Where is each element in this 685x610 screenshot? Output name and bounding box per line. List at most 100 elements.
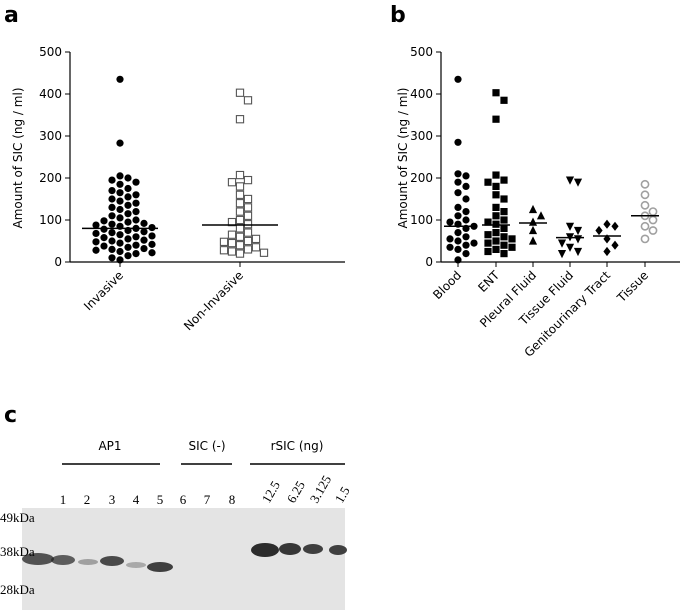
data-point xyxy=(132,233,140,241)
data-point xyxy=(500,241,508,249)
data-point xyxy=(132,216,140,224)
data-point xyxy=(454,203,462,211)
y-axis-label: Amount of SIC (ng / ml) xyxy=(396,88,410,229)
data-point xyxy=(565,222,575,231)
data-point xyxy=(116,239,124,247)
data-point xyxy=(508,235,516,243)
panel-label: c xyxy=(4,403,17,428)
y-tick-label: 100 xyxy=(39,213,62,227)
lane-label: 12.5 xyxy=(259,478,283,505)
data-point xyxy=(603,219,611,229)
data-point xyxy=(557,239,567,248)
data-point xyxy=(100,225,108,233)
data-point xyxy=(100,242,108,250)
data-point xyxy=(454,138,462,146)
lane-label: 8 xyxy=(229,492,236,507)
data-point xyxy=(492,182,500,190)
data-point xyxy=(116,256,124,264)
data-point xyxy=(484,247,492,256)
lane-label: 5 xyxy=(157,492,164,507)
data-point xyxy=(251,243,261,252)
data-point xyxy=(492,229,500,237)
data-point xyxy=(454,245,462,253)
data-point xyxy=(108,245,116,253)
data-point xyxy=(500,195,508,203)
data-point xyxy=(492,220,500,228)
blot-image xyxy=(22,508,345,610)
data-point xyxy=(108,254,116,262)
data-point xyxy=(492,191,500,199)
data-point xyxy=(454,256,462,264)
data-point xyxy=(243,220,253,229)
data-point xyxy=(124,235,132,243)
data-point xyxy=(454,75,462,83)
data-point xyxy=(500,96,508,104)
y-tick-label: 400 xyxy=(410,87,433,101)
data-point xyxy=(235,199,245,208)
data-point xyxy=(132,241,140,249)
data-point xyxy=(116,214,124,222)
mw-label: 28kDa xyxy=(0,582,35,597)
data-point xyxy=(92,221,100,229)
data-point xyxy=(243,211,253,220)
data-point xyxy=(640,234,650,244)
data-point xyxy=(484,178,492,186)
data-point xyxy=(124,252,132,260)
data-point xyxy=(640,200,650,210)
data-point xyxy=(132,178,140,186)
lane-label: 3 xyxy=(109,492,116,507)
data-point xyxy=(108,187,116,195)
data-point xyxy=(219,246,229,255)
data-point xyxy=(227,247,237,256)
data-point xyxy=(92,238,100,246)
data-point xyxy=(116,247,124,256)
data-point xyxy=(640,221,650,231)
group-label: AP1 xyxy=(98,439,121,453)
y-tick-label: 0 xyxy=(425,255,433,269)
data-point xyxy=(92,246,100,254)
data-point xyxy=(648,215,658,225)
data-point xyxy=(108,176,116,184)
data-point xyxy=(492,89,500,97)
data-point xyxy=(573,226,583,236)
data-point xyxy=(528,236,538,245)
y-tick-label: 500 xyxy=(39,45,62,59)
data-point xyxy=(235,232,245,241)
data-point xyxy=(219,237,229,246)
data-point xyxy=(500,208,508,216)
y-tick-label: 200 xyxy=(410,171,433,185)
data-point xyxy=(484,218,492,226)
lane-label: 6.25 xyxy=(284,478,308,505)
lane-label: 2 xyxy=(84,492,91,507)
lane-label: 6 xyxy=(180,492,187,507)
data-point xyxy=(446,235,454,243)
lane-label: 3.125 xyxy=(307,473,335,506)
data-point xyxy=(640,190,650,200)
data-point xyxy=(124,243,132,251)
data-point xyxy=(235,224,245,233)
data-point xyxy=(148,249,156,257)
data-point xyxy=(116,197,124,205)
data-point xyxy=(235,190,245,199)
data-point xyxy=(235,241,245,250)
data-point xyxy=(116,189,124,197)
data-point xyxy=(492,115,500,123)
data-point xyxy=(243,236,253,246)
data-point xyxy=(116,205,124,214)
data-point xyxy=(500,250,508,258)
x-tick-label: Blood xyxy=(430,268,464,302)
lane-label: 1.5 xyxy=(332,484,353,506)
data-point xyxy=(116,180,124,188)
data-point xyxy=(573,247,583,257)
y-tick-label: 400 xyxy=(39,87,62,101)
data-point xyxy=(500,233,508,241)
data-point xyxy=(108,220,116,228)
data-point xyxy=(573,235,583,244)
y-axis-label: Amount of SIC (ng / ml) xyxy=(11,88,25,229)
data-point xyxy=(611,221,619,231)
x-tick-label: ENT xyxy=(475,268,502,295)
data-point xyxy=(116,231,124,239)
data-point xyxy=(611,240,619,250)
data-point xyxy=(528,204,538,214)
